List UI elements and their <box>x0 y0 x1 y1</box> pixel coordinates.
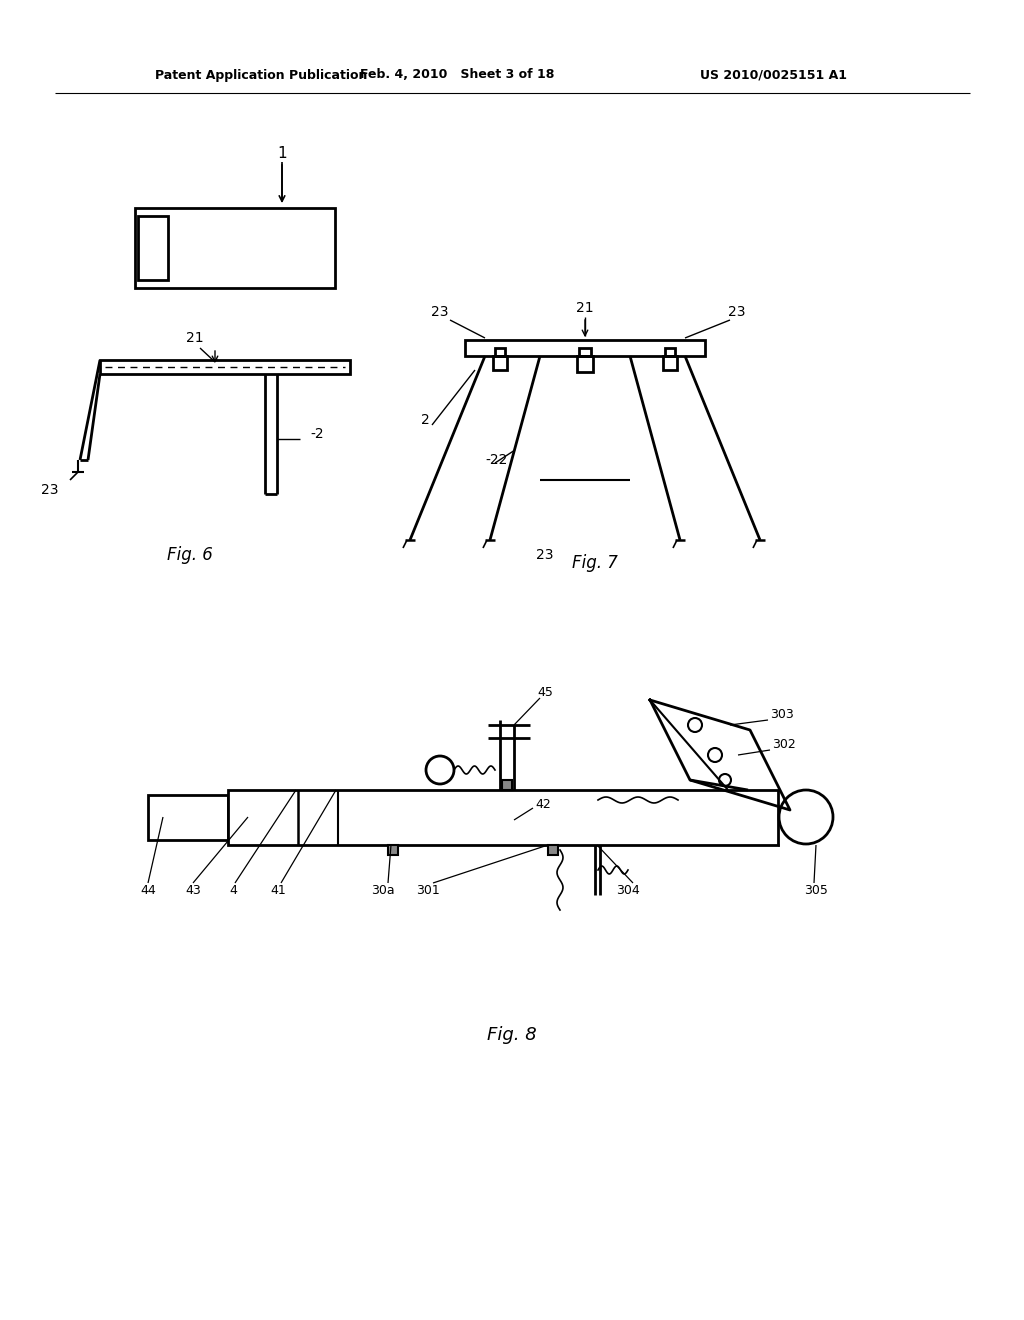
Text: 304: 304 <box>616 883 640 896</box>
Text: 23: 23 <box>431 305 449 319</box>
Bar <box>577 356 593 372</box>
Bar <box>502 780 512 789</box>
Text: 44: 44 <box>140 883 156 896</box>
Text: 2: 2 <box>421 413 429 426</box>
Bar <box>135 209 335 288</box>
Text: 45: 45 <box>537 685 553 698</box>
Text: Fig. 8: Fig. 8 <box>487 1026 537 1044</box>
Text: 42: 42 <box>535 799 551 812</box>
Text: -2: -2 <box>310 426 324 441</box>
Text: 301: 301 <box>416 883 440 896</box>
Text: 21: 21 <box>186 331 204 345</box>
Text: Fig. 7: Fig. 7 <box>572 554 617 572</box>
Text: Feb. 4, 2010   Sheet 3 of 18: Feb. 4, 2010 Sheet 3 of 18 <box>360 69 554 82</box>
Text: 23: 23 <box>728 305 745 319</box>
Bar <box>100 360 350 374</box>
Text: Fig. 6: Fig. 6 <box>167 546 213 564</box>
Bar <box>665 348 675 356</box>
Text: 41: 41 <box>270 883 286 896</box>
Bar <box>388 845 398 855</box>
Text: 305: 305 <box>804 883 828 896</box>
Bar <box>548 845 558 855</box>
Text: Patent Application Publication: Patent Application Publication <box>155 69 368 82</box>
Text: US 2010/0025151 A1: US 2010/0025151 A1 <box>700 69 847 82</box>
Bar <box>663 356 677 370</box>
Text: 23: 23 <box>41 483 58 498</box>
Text: 43: 43 <box>185 883 201 896</box>
Text: 23: 23 <box>537 548 554 562</box>
Text: -22: -22 <box>485 453 507 467</box>
Bar <box>495 348 505 356</box>
Bar <box>228 789 778 845</box>
Text: 302: 302 <box>772 738 796 751</box>
Text: 21: 21 <box>577 301 594 315</box>
Text: 4: 4 <box>229 883 237 896</box>
Bar <box>493 356 507 370</box>
Bar <box>138 216 168 280</box>
Text: 30a: 30a <box>371 883 395 896</box>
Bar <box>465 341 705 356</box>
Text: 303: 303 <box>770 709 794 722</box>
Bar <box>148 795 228 840</box>
Bar <box>579 348 591 356</box>
Text: 1: 1 <box>278 145 287 161</box>
